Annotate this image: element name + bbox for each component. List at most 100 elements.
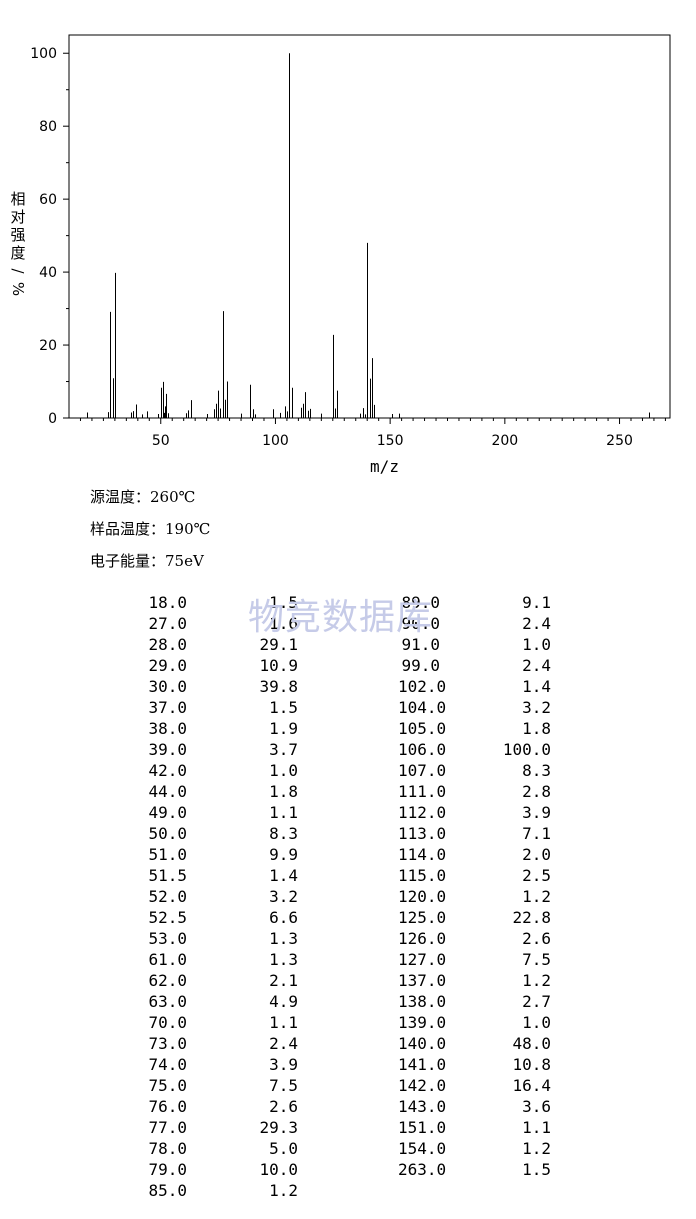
peak-row: 107.0 8.3 bbox=[398, 760, 551, 781]
peak-mz: 30.0 bbox=[148, 677, 187, 696]
peak-row: 127.0 7.5 bbox=[398, 949, 551, 970]
peak-row: 106.0 100.0 bbox=[398, 739, 551, 760]
peak-mz: 141.0 bbox=[398, 1055, 447, 1074]
peak-intensity: 8.3 bbox=[522, 761, 551, 780]
peak-mz: 27.0 bbox=[148, 614, 187, 633]
watermark: 物竞数据库 bbox=[248, 597, 434, 638]
y-tick-label: 0 bbox=[48, 411, 57, 427]
peak-row: 139.0 1.0 bbox=[398, 1012, 551, 1033]
x-tick-label: 200 bbox=[491, 433, 518, 449]
peak-intensity: 3.2 bbox=[269, 887, 298, 906]
peak-row: 154.0 1.2 bbox=[398, 1138, 551, 1159]
source-temperature: 源温度：260℃ bbox=[90, 488, 196, 506]
peak-mz: 39.0 bbox=[148, 740, 187, 759]
peak-mz: 112.0 bbox=[398, 803, 447, 822]
peak-mz: 42.0 bbox=[148, 761, 187, 780]
peak-row: 143.0 3.6 bbox=[398, 1096, 551, 1117]
peak-mz: 51.5 bbox=[148, 866, 187, 885]
peak-intensity: 10.0 bbox=[259, 1160, 298, 1179]
peak-intensity: 1.6 bbox=[269, 614, 298, 633]
peak-intensity: 8.3 bbox=[269, 824, 298, 843]
peak-intensity: 1.4 bbox=[522, 677, 551, 696]
plot-frame bbox=[68, 34, 671, 419]
peak-intensity: 1.1 bbox=[269, 1013, 298, 1032]
peak-row: 105.0 1.8 bbox=[398, 718, 551, 739]
y-axis-label-char: / bbox=[9, 268, 27, 274]
peak-row: 62.0 2.1 bbox=[145, 970, 298, 991]
peak-intensity: 1.3 bbox=[269, 950, 298, 969]
peak-mz: 85.0 bbox=[148, 1181, 187, 1200]
peak-mz: 99.0 bbox=[401, 656, 440, 675]
peak-mz: 44.0 bbox=[148, 782, 187, 801]
peak-mz: 154.0 bbox=[398, 1139, 447, 1158]
peak-row: 51.5 1.4 bbox=[145, 865, 298, 886]
peak-intensity: 1.2 bbox=[522, 971, 551, 990]
peak-mz: 38.0 bbox=[148, 719, 187, 738]
peak-mz: 111.0 bbox=[398, 782, 447, 801]
peak-intensity: 1.0 bbox=[269, 761, 298, 780]
peak-mz: 78.0 bbox=[148, 1139, 187, 1158]
peak-mz: 114.0 bbox=[398, 845, 447, 864]
peak-row: 53.0 1.3 bbox=[145, 928, 298, 949]
peak-row: 113.0 7.1 bbox=[398, 823, 551, 844]
peak-row: 29.0 10.9 bbox=[145, 655, 298, 676]
peak-intensity: 1.1 bbox=[522, 1118, 551, 1137]
sample-temperature: 样品温度：190℃ bbox=[90, 520, 211, 538]
peak-row: 91.0 1.0 bbox=[398, 634, 551, 655]
peak-row: 114.0 2.0 bbox=[398, 844, 551, 865]
x-tick-label: 50 bbox=[152, 433, 170, 449]
peak-row: 142.0 16.4 bbox=[398, 1075, 551, 1096]
x-tick-label: 150 bbox=[377, 433, 404, 449]
peak-intensity: 7.5 bbox=[269, 1076, 298, 1095]
peak-intensity: 2.8 bbox=[522, 782, 551, 801]
peak-mz: 120.0 bbox=[398, 887, 447, 906]
peak-row: 75.0 7.5 bbox=[145, 1075, 298, 1096]
peak-mz: 90.0 bbox=[401, 614, 440, 633]
peak-row: 44.0 1.8 bbox=[145, 781, 298, 802]
peak-mz: 107.0 bbox=[398, 761, 447, 780]
peak-row: 111.0 2.8 bbox=[398, 781, 551, 802]
peak-row: 51.0 9.9 bbox=[145, 844, 298, 865]
peak-mz: 113.0 bbox=[398, 824, 447, 843]
peak-intensity: 3.9 bbox=[269, 1055, 298, 1074]
peak-intensity: 29.1 bbox=[259, 635, 298, 654]
peak-mz: 127.0 bbox=[398, 950, 447, 969]
peak-row: 90.0 2.4 bbox=[398, 613, 551, 634]
peak-intensity: 16.4 bbox=[512, 1076, 551, 1095]
peak-row: 115.0 2.5 bbox=[398, 865, 551, 886]
peak-mz: 151.0 bbox=[398, 1118, 447, 1137]
peak-intensity: 1.0 bbox=[522, 1013, 551, 1032]
peak-intensity: 1.2 bbox=[522, 887, 551, 906]
peak-mz: 138.0 bbox=[398, 992, 447, 1011]
peak-mz: 52.5 bbox=[148, 908, 187, 927]
peak-intensity: 1.5 bbox=[522, 1160, 551, 1179]
peak-row: 42.0 1.0 bbox=[145, 760, 298, 781]
peak-mz: 52.0 bbox=[148, 887, 187, 906]
peak-intensity: 22.8 bbox=[512, 908, 551, 927]
y-axis-label-char: 对 bbox=[10, 208, 25, 226]
peak-row: 37.0 1.5 bbox=[145, 697, 298, 718]
peak-intensity: 7.5 bbox=[522, 950, 551, 969]
peak-intensity: 1.9 bbox=[269, 719, 298, 738]
peak-row: 61.0 1.3 bbox=[145, 949, 298, 970]
peak-row: 112.0 3.9 bbox=[398, 802, 551, 823]
peak-intensity: 100.0 bbox=[502, 740, 551, 759]
peak-mz: 73.0 bbox=[148, 1034, 187, 1053]
peak-intensity: 1.0 bbox=[522, 635, 551, 654]
electron-energy: 电子能量：75eV bbox=[90, 552, 204, 570]
peak-intensity: 2.4 bbox=[522, 656, 551, 675]
peak-mz: 53.0 bbox=[148, 929, 187, 948]
peak-mz: 142.0 bbox=[398, 1076, 447, 1095]
peak-row: 79.0 10.0 bbox=[145, 1159, 298, 1180]
peak-row: 28.0 29.1 bbox=[145, 634, 298, 655]
peak-intensity: 1.5 bbox=[269, 698, 298, 717]
peak-mz: 102.0 bbox=[398, 677, 447, 696]
peak-intensity: 2.7 bbox=[522, 992, 551, 1011]
y-axis-label-char: 相 bbox=[10, 190, 25, 208]
x-tick-label: 250 bbox=[606, 433, 633, 449]
peak-row: 49.0 1.1 bbox=[145, 802, 298, 823]
peak-intensity: 6.6 bbox=[269, 908, 298, 927]
peak-intensity: 3.2 bbox=[522, 698, 551, 717]
